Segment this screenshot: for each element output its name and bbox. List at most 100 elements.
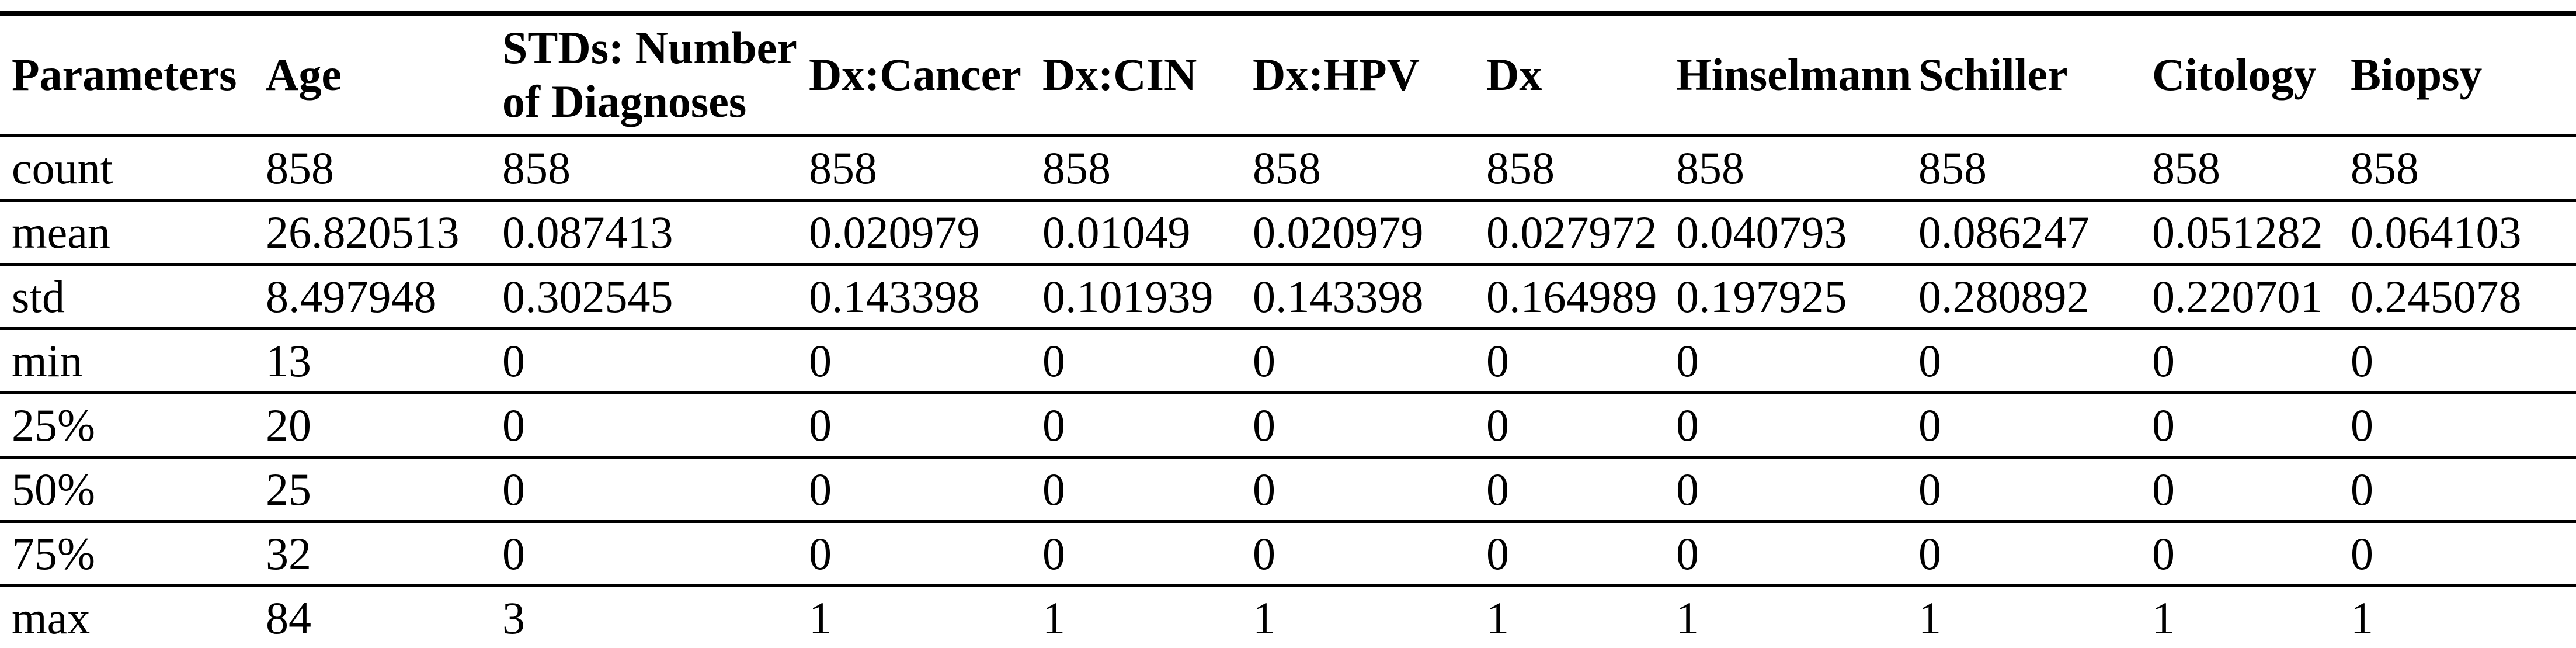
table-cell: 0 xyxy=(1042,520,1253,586)
table-cell: 1 xyxy=(1676,584,1918,648)
table-cell: 0.220701 xyxy=(2152,263,2351,329)
table-cell: 0 xyxy=(2351,391,2576,458)
row-label: 75% xyxy=(0,520,266,586)
table-cell: 26.820513 xyxy=(266,199,502,265)
table-header: Parameters Age STDs: Number of Diagnoses… xyxy=(0,13,2576,137)
table-cell: 0 xyxy=(1486,327,1676,393)
column-header-schiller: Schiller xyxy=(1918,13,2152,137)
table-cell: 1 xyxy=(2152,584,2351,648)
table-cell: 858 xyxy=(1676,142,1744,193)
table-cell: 0 xyxy=(502,520,809,586)
table-cell: 0 xyxy=(1918,456,2152,522)
table-cell: 858 xyxy=(809,142,877,193)
table-cell: 0.280892 xyxy=(1918,263,2152,329)
table-cell: 0.064103 xyxy=(2351,199,2576,265)
table-cell: 0 xyxy=(1253,456,1486,522)
table-cell: 0.020979 xyxy=(1253,199,1486,265)
row-label: 25% xyxy=(0,391,266,458)
table-cell: 858 xyxy=(1918,142,1987,193)
table-cell: 13 xyxy=(266,327,502,393)
table-cell: 0 xyxy=(2351,327,2576,393)
table-cell: 0 xyxy=(1918,520,2152,586)
column-header-dx-hpv: Dx:HPV xyxy=(1253,13,1486,137)
table-cell: 858 xyxy=(266,142,334,193)
table-cell: 0 xyxy=(2152,456,2351,522)
table-cell: 0.087413 xyxy=(502,199,809,265)
header-row: Parameters Age STDs: Number of Diagnoses… xyxy=(0,13,2576,137)
column-header-age: Age xyxy=(266,13,502,137)
table-cell: 0 xyxy=(1253,391,1486,458)
table-cell: 0 xyxy=(2152,327,2351,393)
table-row: count 858 858 858 858 858 858 858 858 858 858 xyxy=(0,136,2576,200)
table-cell: 0 xyxy=(1676,520,1918,586)
table-body: count 858 858 858 858 858 858 858 858 858 858 mean 2… xyxy=(0,136,2576,648)
table-cell: 0 xyxy=(1042,327,1253,393)
table-cell: 0 xyxy=(809,520,1042,586)
table-cell: 858 xyxy=(1253,142,1321,193)
table-cell: 0 xyxy=(2152,391,2351,458)
table-cell: 0.302545 xyxy=(502,263,809,329)
table-cell: 858 xyxy=(1486,142,1555,193)
table-row: max 84 3 1 1 1 1 1 1 1 1 xyxy=(0,584,2576,648)
table-cell: 20 xyxy=(266,391,502,458)
table-cell: 0 xyxy=(1486,520,1676,586)
table-cell: 0 xyxy=(1253,327,1486,393)
table-cell: 0.051282 xyxy=(2152,199,2351,265)
table-cell: 3 xyxy=(502,584,809,648)
table-cell: 0 xyxy=(2351,456,2576,522)
column-header-dx-cancer: Dx:Cancer xyxy=(809,13,1042,137)
table-cell: 0.040793 xyxy=(1676,199,1918,265)
row-label: 50% xyxy=(0,456,266,522)
descriptive-statistics-table: Parameters Age STDs: Number of Diagnoses… xyxy=(0,11,2576,648)
table-cell: 0 xyxy=(502,391,809,458)
column-header-stds-number-of-diagnoses: STDs: Number of Diagnoses xyxy=(502,13,809,137)
row-label: max xyxy=(0,584,266,648)
table-row: min 13 0 0 0 0 0 0 0 0 0 xyxy=(0,327,2576,393)
table-cell: 0.027972 xyxy=(1486,199,1676,265)
table-cell: 0 xyxy=(1042,391,1253,458)
column-header-hinselmann: Hinselmann xyxy=(1676,13,1918,137)
table-cell: 0.197925 xyxy=(1676,263,1918,329)
table-cell: 0 xyxy=(1676,456,1918,522)
table-cell: 858 xyxy=(2152,142,2220,193)
row-label: std xyxy=(0,263,266,329)
table-cell: 8.497948 xyxy=(266,263,502,329)
table-row: std 8.497948 0.302545 0.143398 0.101939 0.143… xyxy=(0,263,2576,329)
column-header-citology: Citology xyxy=(2152,13,2351,137)
table-cell: 0 xyxy=(809,456,1042,522)
table-cell: 858 xyxy=(2351,142,2419,193)
table-cell: 1 xyxy=(1042,584,1253,648)
row-label: count xyxy=(12,142,113,193)
table-cell: 0 xyxy=(502,456,809,522)
table-cell: 0.143398 xyxy=(809,263,1042,329)
table-cell: 0 xyxy=(1253,520,1486,586)
table-cell: 0 xyxy=(1042,456,1253,522)
column-header-biopsy: Biopsy xyxy=(2351,13,2576,137)
table-row: mean 26.820513 0.087413 0.020979 0.01049 0.02… xyxy=(0,199,2576,265)
table-cell: 25 xyxy=(266,456,502,522)
column-header-dx-cin: Dx:CIN xyxy=(1042,13,1253,137)
row-label: mean xyxy=(0,199,266,265)
table-cell: 84 xyxy=(266,584,502,648)
table-cell: 858 xyxy=(502,142,571,193)
table-cell: 0 xyxy=(1676,391,1918,458)
table-cell: 0.020979 xyxy=(809,199,1042,265)
table-cell: 0.01049 xyxy=(1042,199,1253,265)
table-row: 75% 32 0 0 0 0 0 0 0 0 0 xyxy=(0,520,2576,586)
table-cell: 1 xyxy=(1486,584,1676,648)
table-cell: 0 xyxy=(809,391,1042,458)
table-cell: 0.245078 xyxy=(2351,263,2576,329)
column-header-parameters: Parameters xyxy=(0,13,266,137)
table-cell: 1 xyxy=(809,584,1042,648)
table-cell: 0 xyxy=(809,327,1042,393)
table-row: 50% 25 0 0 0 0 0 0 0 0 0 xyxy=(0,456,2576,522)
table-cell: 0.143398 xyxy=(1253,263,1486,329)
table-cell: 1 xyxy=(1253,584,1486,648)
table-cell: 0.086247 xyxy=(1918,199,2152,265)
table-cell: 32 xyxy=(266,520,502,586)
table-cell: 0 xyxy=(2152,520,2351,586)
row-label: min xyxy=(0,327,266,393)
table-cell: 0.101939 xyxy=(1042,263,1253,329)
table-cell: 1 xyxy=(1918,584,2152,648)
table-cell: 858 xyxy=(1042,142,1111,193)
